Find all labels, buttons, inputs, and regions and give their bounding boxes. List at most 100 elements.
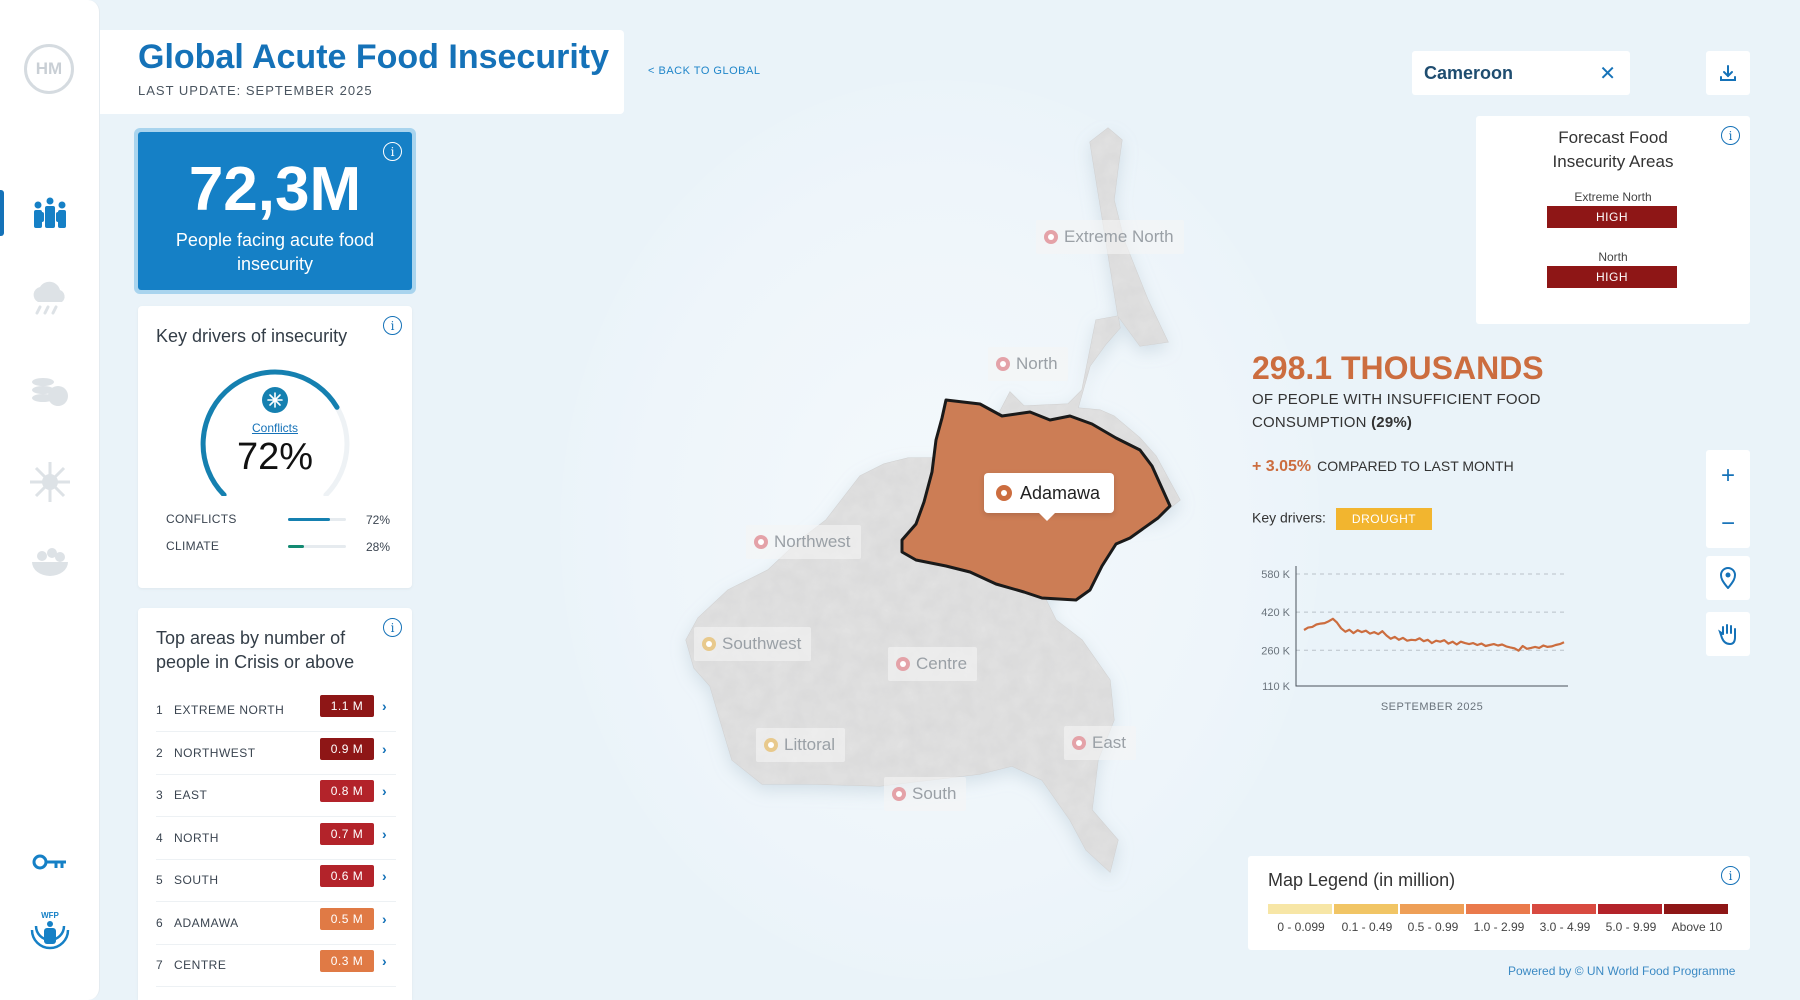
- map-label-southwest[interactable]: Southwest: [694, 627, 812, 661]
- area-name: SOUTH: [174, 873, 219, 887]
- sidebar-item-health[interactable]: [28, 460, 72, 504]
- area-value-badge: 0.5 M: [320, 907, 374, 930]
- back-to-global-link[interactable]: < BACK TO GLOBAL: [648, 65, 761, 77]
- table-row[interactable]: 3 EAST 0.8 M ›: [156, 775, 396, 817]
- table-row[interactable]: 6 ADAMAWA 0.5 M ›: [156, 903, 396, 945]
- chevron-right-icon[interactable]: ›: [382, 825, 388, 842]
- driver-row-climate: CLIMATE 28%: [166, 539, 396, 555]
- country-map[interactable]: [640, 120, 1200, 900]
- y-tick-label: 260 K: [1261, 645, 1290, 657]
- pan-button[interactable]: [1706, 612, 1750, 656]
- region-dot: [702, 637, 716, 651]
- info-icon[interactable]: i: [1721, 126, 1740, 145]
- chevron-right-icon[interactable]: ›: [382, 910, 388, 927]
- region-dot: [996, 357, 1010, 371]
- sidebar-item-economy[interactable]: [28, 370, 72, 414]
- chevron-right-icon[interactable]: ›: [382, 953, 388, 969]
- forecast-region: North: [1598, 250, 1628, 264]
- driver-row-conflicts: CONFLICTS 72%: [166, 512, 396, 528]
- download-icon: [1720, 65, 1736, 81]
- key-icon: [32, 854, 66, 870]
- legend-swatch: [1400, 904, 1464, 914]
- area-value-badge: 0.7 M: [320, 822, 374, 845]
- location-pin-icon: [1719, 567, 1737, 589]
- chevron-right-icon[interactable]: ›: [382, 698, 388, 714]
- table-row[interactable]: 5 SOUTH 0.6 M ›: [156, 860, 396, 902]
- kpi-value: 72,3M: [188, 155, 362, 224]
- country-selector[interactable]: Cameroon ✕: [1412, 51, 1630, 95]
- table-row[interactable]: 2 NORTHWEST 0.9 M ›: [156, 733, 396, 775]
- region-dot: [1044, 230, 1058, 244]
- zoom-out-button[interactable]: −: [1706, 502, 1750, 546]
- region-dot: [764, 738, 778, 752]
- sidebar-item-nutrition[interactable]: [28, 540, 72, 584]
- area-rank: 3: [156, 788, 164, 802]
- chevron-right-icon[interactable]: ›: [382, 868, 388, 884]
- food-bowl-icon: [32, 548, 68, 576]
- hand-icon: [1718, 624, 1736, 646]
- gauge-driver-link[interactable]: Conflicts: [251, 421, 298, 435]
- info-icon[interactable]: i: [383, 618, 402, 637]
- change-value: + 3.05%: [1252, 458, 1312, 475]
- sidebar-item-access[interactable]: [28, 840, 72, 884]
- chevron-right-icon[interactable]: ›: [382, 740, 388, 757]
- table-row[interactable]: 7 CENTRE 0.3 M ›: [156, 945, 396, 987]
- forecast-level-badge: HIGH: [1547, 266, 1677, 288]
- drivers-gauge: [200, 369, 350, 496]
- page-header: Global Acute Food Insecurity LAST UPDATE…: [100, 30, 624, 114]
- zoom-in-button[interactable]: +: [1706, 454, 1750, 498]
- insufficient-consumption-value: 298.1 THOUSANDS: [1252, 350, 1544, 386]
- insufficient-consumption-desc: OF PEOPLE WITH INSUFFICIENT FOOD CONSUMP…: [1252, 388, 1552, 434]
- stat-desc-pct: (29%): [1371, 414, 1413, 431]
- series-line: [1303, 617, 1565, 652]
- map-label-east[interactable]: East: [1064, 726, 1137, 760]
- region-dot: [1072, 736, 1086, 750]
- conflict-icon: [267, 392, 283, 408]
- legend-swatch: [1598, 904, 1662, 914]
- info-icon[interactable]: i: [383, 316, 402, 335]
- map-label-centre[interactable]: Centre: [888, 647, 978, 681]
- key-drivers-title: Key drivers of insecurity: [156, 326, 348, 346]
- region-name: East: [1092, 733, 1127, 752]
- locate-button[interactable]: [1706, 556, 1750, 600]
- key-drivers-card: Key drivers of insecurity i Conflicts 72…: [138, 306, 412, 588]
- sidebar-item-people[interactable]: [28, 191, 72, 235]
- map-label-extreme-north[interactable]: Extreme North: [1036, 220, 1184, 254]
- kpi-label: People facing acute food insecurity: [175, 230, 375, 274]
- map-label-south[interactable]: South: [884, 777, 967, 811]
- change-text: COMPARED TO LAST MONTH: [1317, 458, 1514, 474]
- region-dot: [892, 787, 906, 801]
- key-drivers-label: Key drivers:: [1252, 509, 1326, 526]
- legend-swatch: [1268, 904, 1332, 914]
- info-icon[interactable]: i: [383, 142, 402, 161]
- key-drivers-row: Key drivers: DROUGHT: [1252, 508, 1433, 530]
- table-row[interactable]: 1 EXTREME NORTH 1.1 M ›: [156, 690, 396, 732]
- chevron-right-icon[interactable]: ›: [382, 783, 388, 799]
- x-axis-label: SEPTEMBER 2025: [1381, 701, 1483, 713]
- map-label-north[interactable]: North: [988, 347, 1068, 381]
- tooltip-region-name: Adamawa: [1020, 482, 1101, 503]
- area-rank: 4: [156, 830, 164, 845]
- region-dot: [896, 657, 910, 671]
- info-icon[interactable]: i: [1721, 866, 1740, 885]
- monthly-change: + 3.05% COMPARED TO LAST MONTH: [1252, 458, 1514, 476]
- forecast-region: Extreme North: [1574, 190, 1652, 204]
- table-row[interactable]: 4 NORTH 0.7 M ›: [156, 818, 396, 860]
- close-icon[interactable]: ✕: [1599, 63, 1616, 85]
- map-label-littoral[interactable]: Littoral: [756, 728, 846, 762]
- legend-swatch: [1664, 904, 1728, 914]
- area-rank: 1: [156, 703, 164, 717]
- gauge-value: 72%: [236, 436, 314, 478]
- legend-label: 0.1 - 0.49: [1341, 920, 1393, 934]
- region-name: Southwest: [722, 634, 802, 653]
- kpi-card: 72,3M People facing acute food insecurit…: [134, 128, 416, 294]
- legend-label: 5.0 - 9.99: [1605, 920, 1657, 934]
- sidebar-item-climate[interactable]: [28, 276, 72, 320]
- region-name: North: [1016, 354, 1058, 373]
- map-label-northwest[interactable]: Northwest: [746, 525, 861, 559]
- hm-logo: HM: [24, 44, 74, 94]
- gauge-arc: [200, 369, 340, 496]
- region-name: Littoral: [784, 735, 836, 754]
- consumption-line-chart: 580 K 420 K 260 K 110 K SEPTEMBER 2025: [1261, 566, 1568, 713]
- download-button[interactable]: [1706, 51, 1750, 95]
